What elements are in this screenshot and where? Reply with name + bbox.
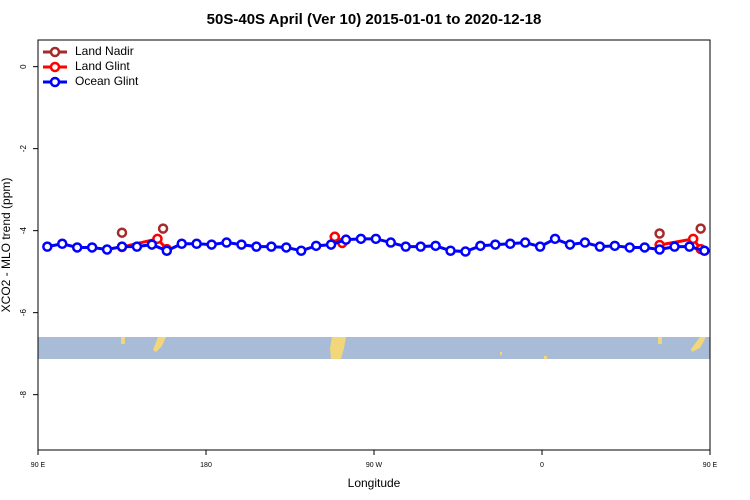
point [57, 238, 68, 250]
x-tick-label: 180 [200, 462, 212, 469]
point [594, 241, 606, 252]
map-strip [38, 337, 710, 359]
legend-label: Ocean Glint [75, 74, 139, 88]
point [310, 240, 322, 252]
point [669, 241, 680, 252]
point [236, 239, 247, 250]
point [699, 245, 710, 256]
point [579, 237, 591, 248]
point [295, 245, 307, 256]
point [131, 241, 143, 252]
point [549, 233, 561, 245]
legend-marker [49, 46, 61, 58]
x-tick-label: 90 W [366, 462, 383, 469]
point [251, 241, 262, 252]
point [564, 239, 576, 250]
point [505, 238, 516, 250]
legend-marker [49, 61, 61, 73]
point [695, 223, 706, 234]
land [544, 356, 547, 359]
chart-title: 50S-40S April (Ver 10) 2015-01-01 to 202… [207, 11, 542, 28]
point [281, 242, 292, 253]
x-axis-label: Longitude [348, 476, 401, 490]
point [624, 242, 635, 253]
point [266, 241, 277, 252]
y-tick-label: -6 [19, 309, 28, 317]
point [430, 240, 441, 252]
point [191, 238, 202, 250]
point [116, 227, 128, 238]
point [534, 241, 546, 252]
point [355, 233, 367, 245]
point [370, 233, 382, 245]
point [519, 237, 531, 248]
point [206, 239, 217, 250]
point [400, 241, 411, 252]
y-tick-label: -4 [19, 227, 28, 235]
point [157, 223, 169, 234]
point [161, 245, 173, 256]
point [415, 241, 426, 252]
point [329, 231, 341, 243]
x-tick-label: 0 [540, 462, 544, 469]
land [330, 337, 346, 359]
legend-label: Land Nadir [75, 44, 134, 58]
land [658, 337, 662, 344]
point [71, 242, 83, 253]
x-tick-label: 90 E [703, 462, 718, 469]
y-tick-label: -2 [19, 145, 28, 153]
point [684, 241, 695, 252]
land [121, 337, 125, 344]
x-tick-label: 90 E [31, 462, 46, 469]
point [86, 242, 98, 253]
point [325, 239, 337, 250]
point [385, 237, 397, 248]
land [500, 352, 502, 355]
point [475, 240, 486, 252]
point [42, 241, 53, 252]
y-axis-label: XCO2 - MLO trend (ppm) [0, 178, 13, 313]
point [116, 241, 128, 252]
point [609, 240, 621, 252]
point [490, 239, 501, 250]
series [116, 223, 706, 243]
point [654, 244, 665, 255]
point [340, 234, 352, 245]
point [639, 242, 650, 253]
point [146, 239, 158, 250]
point [101, 244, 113, 255]
point [176, 238, 187, 250]
land [153, 337, 166, 352]
land [691, 337, 706, 352]
y-tick-label: -8 [19, 391, 28, 399]
y-tick-label: 0 [19, 64, 28, 69]
ocean-band [38, 337, 710, 359]
point [460, 246, 471, 257]
legend-marker [49, 76, 61, 88]
legend-label: Land Glint [75, 59, 130, 73]
series [42, 233, 710, 257]
point [221, 237, 232, 248]
point [654, 228, 665, 239]
point [687, 233, 699, 245]
point [445, 245, 456, 256]
